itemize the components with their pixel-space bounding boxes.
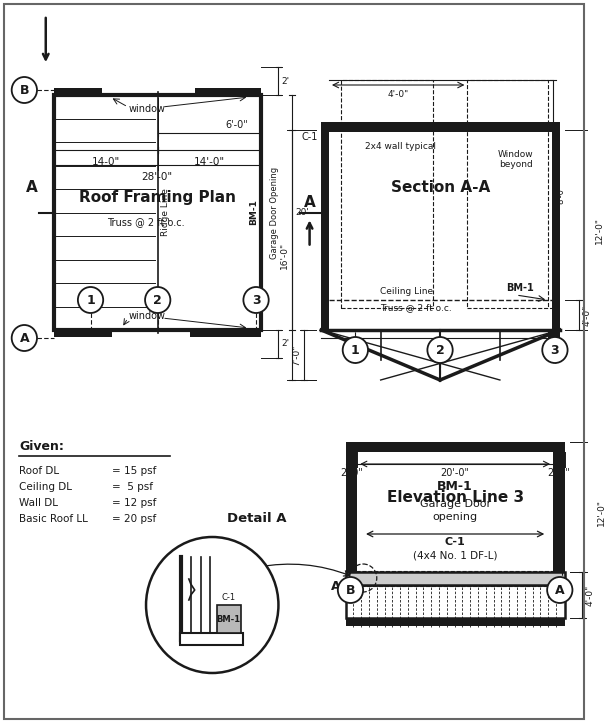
Bar [467, 80, 548, 308]
Text: window: window [129, 311, 166, 321]
Text: C-1: C-1 [302, 132, 318, 142]
Bar [217, 605, 242, 633]
Text: 8'-0": 8'-0" [557, 184, 566, 204]
Bar [345, 618, 565, 626]
Text: 1: 1 [86, 294, 95, 307]
Text: Roof Framing Plan: Roof Framing Plan [79, 190, 236, 205]
Text: 14'-0": 14'-0" [194, 157, 225, 167]
Text: 2': 2' [281, 77, 289, 85]
Text: (4x4 No. 1 DF-L): (4x4 No. 1 DF-L) [413, 550, 497, 560]
Text: Roof DL: Roof DL [19, 466, 60, 476]
Bar [345, 572, 565, 585]
Bar [345, 585, 565, 618]
Text: opening: opening [432, 512, 478, 522]
Bar [321, 122, 560, 132]
Bar [341, 80, 433, 308]
Text: C-1: C-1 [222, 593, 236, 602]
Text: Garage Door: Garage Door [420, 499, 490, 509]
Text: 6'-0": 6'-0" [225, 120, 248, 130]
Circle shape [342, 337, 368, 363]
Text: BM-1: BM-1 [249, 200, 259, 226]
Text: Truss @ 2 ft o.c.: Truss @ 2 ft o.c. [380, 303, 451, 312]
Text: Basic Roof LL: Basic Roof LL [19, 514, 88, 524]
Text: = 15 psf: = 15 psf [112, 466, 156, 476]
Circle shape [78, 287, 103, 313]
Text: Wall DL: Wall DL [19, 498, 59, 508]
Bar [190, 330, 261, 337]
Text: BM-1: BM-1 [217, 615, 241, 623]
Text: window: window [129, 104, 166, 114]
Text: 7'-0": 7'-0" [292, 344, 301, 366]
Bar [548, 330, 560, 350]
Text: 12'-0": 12'-0" [597, 498, 604, 526]
Text: A: A [555, 583, 565, 596]
Circle shape [11, 77, 37, 103]
Text: 3: 3 [252, 294, 260, 307]
Text: A: A [331, 581, 341, 594]
Text: Window
beyond: Window beyond [498, 150, 534, 169]
Circle shape [542, 337, 568, 363]
Text: Ridge Line: Ridge Line [161, 189, 170, 236]
Text: A: A [26, 180, 38, 195]
Text: 2: 2 [153, 294, 162, 307]
Text: Detail A: Detail A [227, 512, 286, 525]
Text: 2: 2 [435, 343, 445, 356]
Text: 16'-0": 16'-0" [280, 241, 289, 268]
Bar [180, 633, 243, 645]
Bar [194, 88, 261, 95]
Circle shape [145, 287, 170, 313]
Text: A: A [304, 195, 315, 210]
Text: 12'-0": 12'-0" [595, 216, 604, 244]
Text: 4'-0": 4'-0" [388, 90, 409, 99]
Text: Ceiling DL: Ceiling DL [19, 482, 72, 492]
Text: Given:: Given: [19, 440, 65, 453]
Text: 2x4 wall typical: 2x4 wall typical [365, 142, 436, 151]
Text: 14-0": 14-0" [91, 157, 120, 167]
Text: C-1: C-1 [445, 537, 466, 547]
Bar [54, 95, 261, 330]
Text: Ceiling Line: Ceiling Line [380, 287, 433, 296]
Bar [54, 330, 112, 337]
Text: BM-1: BM-1 [437, 481, 473, 494]
Text: B: B [19, 83, 29, 96]
Text: B: B [345, 583, 355, 596]
Text: Truss @ 2 ft o.c.: Truss @ 2 ft o.c. [107, 218, 185, 228]
Text: 3: 3 [551, 343, 559, 356]
Bar [358, 442, 553, 572]
Text: 20'-0": 20'-0" [441, 468, 470, 478]
Text: =  5 psf: = 5 psf [112, 482, 153, 492]
Text: Section A-A: Section A-A [391, 180, 490, 195]
Bar [345, 452, 358, 572]
Text: 2'-0": 2'-0" [547, 468, 570, 478]
Circle shape [146, 537, 278, 673]
Circle shape [243, 287, 269, 313]
Text: Garage Door Opening: Garage Door Opening [270, 166, 279, 259]
Bar [345, 442, 565, 452]
Text: BM-1: BM-1 [506, 283, 534, 293]
Text: 4'-0": 4'-0" [582, 304, 591, 325]
Text: 4'-0": 4'-0" [585, 584, 594, 606]
Text: A: A [19, 332, 29, 344]
Circle shape [428, 337, 453, 363]
Bar [553, 452, 565, 572]
Circle shape [11, 325, 37, 351]
Text: 2'-0": 2'-0" [340, 468, 363, 478]
Text: = 12 psf: = 12 psf [112, 498, 156, 508]
Text: 1: 1 [351, 343, 360, 356]
Text: 2': 2' [281, 340, 289, 348]
Bar [349, 571, 562, 586]
Bar [54, 88, 102, 95]
Circle shape [547, 577, 573, 603]
Text: 28'-0": 28'-0" [142, 172, 173, 182]
Text: = 20 psf: = 20 psf [112, 514, 156, 524]
Circle shape [338, 577, 363, 603]
Text: Elevation Line 3: Elevation Line 3 [387, 490, 524, 505]
Bar [321, 130, 329, 330]
Text: 20': 20' [295, 208, 309, 217]
Bar [552, 130, 560, 330]
